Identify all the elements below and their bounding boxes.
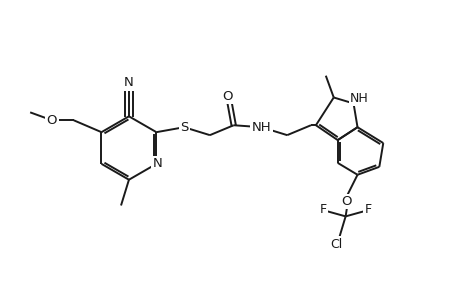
Text: Cl: Cl [330, 238, 342, 250]
Text: NH: NH [251, 121, 271, 134]
Text: O: O [47, 114, 57, 127]
Text: F: F [319, 203, 326, 216]
Text: N: N [124, 76, 134, 89]
Text: O: O [222, 90, 232, 103]
Text: O: O [341, 195, 351, 208]
Text: methoxy: methoxy [26, 109, 33, 110]
Text: N: N [152, 158, 162, 170]
Text: S: S [179, 121, 188, 134]
Text: F: F [364, 203, 371, 216]
Text: NH: NH [349, 92, 368, 105]
